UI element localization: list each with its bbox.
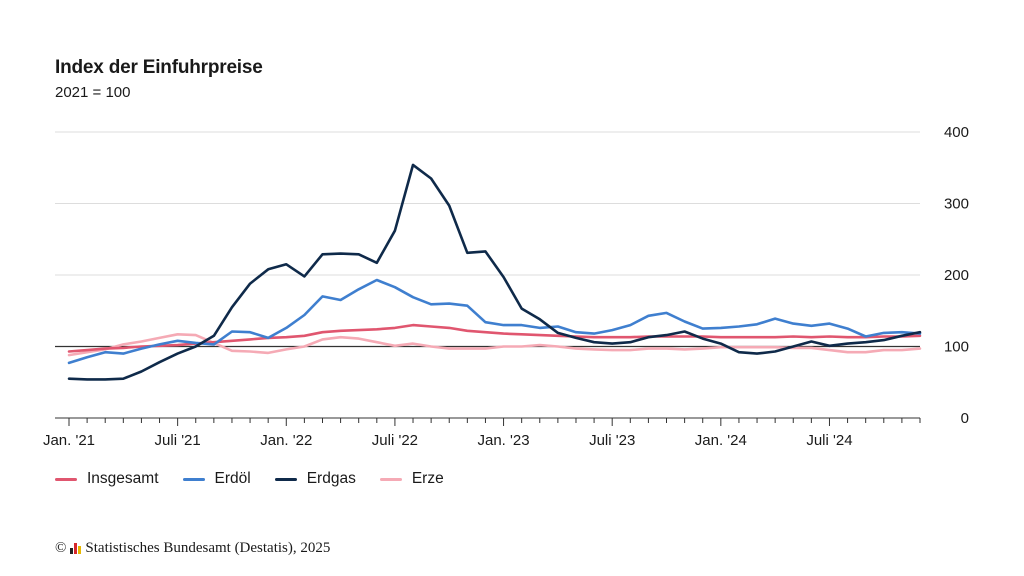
legend-swatch bbox=[182, 477, 205, 481]
series-line-erdgas bbox=[67, 163, 922, 381]
axis-layer: 0 100 200 300 400 Jan. '21 Juli '21 Jan. '22 Jul… bbox=[43, 124, 969, 449]
grid-layer bbox=[55, 131, 920, 419]
series-layer bbox=[67, 163, 922, 381]
x-tick-label: Juli '23 bbox=[589, 432, 635, 449]
logo-bar bbox=[74, 543, 78, 554]
chart-legend: Insgesamt Erdöl Erdgas Erze bbox=[55, 470, 468, 488]
logo-bar bbox=[78, 546, 82, 554]
series-line-erdöl bbox=[67, 278, 922, 365]
legend-swatch bbox=[55, 477, 77, 481]
legend-swatch bbox=[274, 477, 297, 481]
source-footer: © Statistisches Bundesamt (Destatis), 20… bbox=[55, 540, 330, 557]
x-tick-label: Jan. '22 bbox=[260, 432, 312, 449]
y-tick-label: 100 bbox=[944, 339, 969, 356]
y-tick-label: 0 bbox=[961, 410, 969, 427]
legend-item: Insgesamt bbox=[55, 470, 159, 488]
logo-bar bbox=[70, 548, 74, 554]
series-line-insgesamt bbox=[67, 323, 922, 353]
x-tick-label: Jan. '23 bbox=[478, 432, 530, 449]
y-tick-label: 300 bbox=[944, 196, 969, 213]
x-tick-label: Jan. '21 bbox=[43, 432, 95, 449]
legend-item: Erdgas bbox=[274, 470, 356, 488]
legend-label: Erdgas bbox=[306, 470, 356, 487]
legend-label: Erze bbox=[411, 470, 444, 487]
y-tick-label: 400 bbox=[944, 124, 969, 141]
source-text: Statistisches Bundesamt (Destatis), 2025 bbox=[85, 540, 331, 556]
legend-label: Insgesamt bbox=[87, 470, 159, 487]
destatis-logo-icon bbox=[70, 543, 82, 554]
legend-item: Erdöl bbox=[182, 470, 251, 488]
x-tick-label: Juli '24 bbox=[806, 432, 852, 449]
copyright-symbol: © bbox=[55, 540, 67, 556]
legend-item: Erze bbox=[379, 470, 444, 488]
legend-swatch bbox=[379, 477, 402, 481]
y-tick-label: 200 bbox=[944, 267, 969, 284]
legend-label: Erdöl bbox=[214, 470, 251, 487]
x-tick-label: Jan. '24 bbox=[695, 432, 747, 449]
x-tick-label: Juli '22 bbox=[372, 432, 418, 449]
chart-subtitle: 2021 = 100 bbox=[55, 84, 131, 101]
chart-title: Index der Einfuhrpreise bbox=[55, 57, 263, 78]
x-tick-label: Juli '21 bbox=[155, 432, 201, 449]
